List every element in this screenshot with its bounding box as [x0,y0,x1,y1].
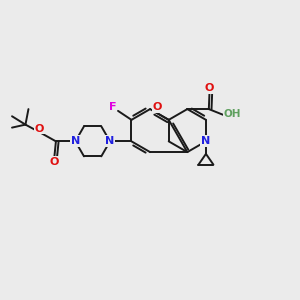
Text: O: O [35,124,44,134]
Text: F: F [109,102,116,112]
Text: N: N [105,136,115,146]
Text: O: O [205,83,214,93]
Text: O: O [152,102,162,112]
Text: OH: OH [224,109,241,118]
Text: N: N [71,136,80,146]
Text: O: O [50,157,59,167]
Text: N: N [201,136,211,146]
